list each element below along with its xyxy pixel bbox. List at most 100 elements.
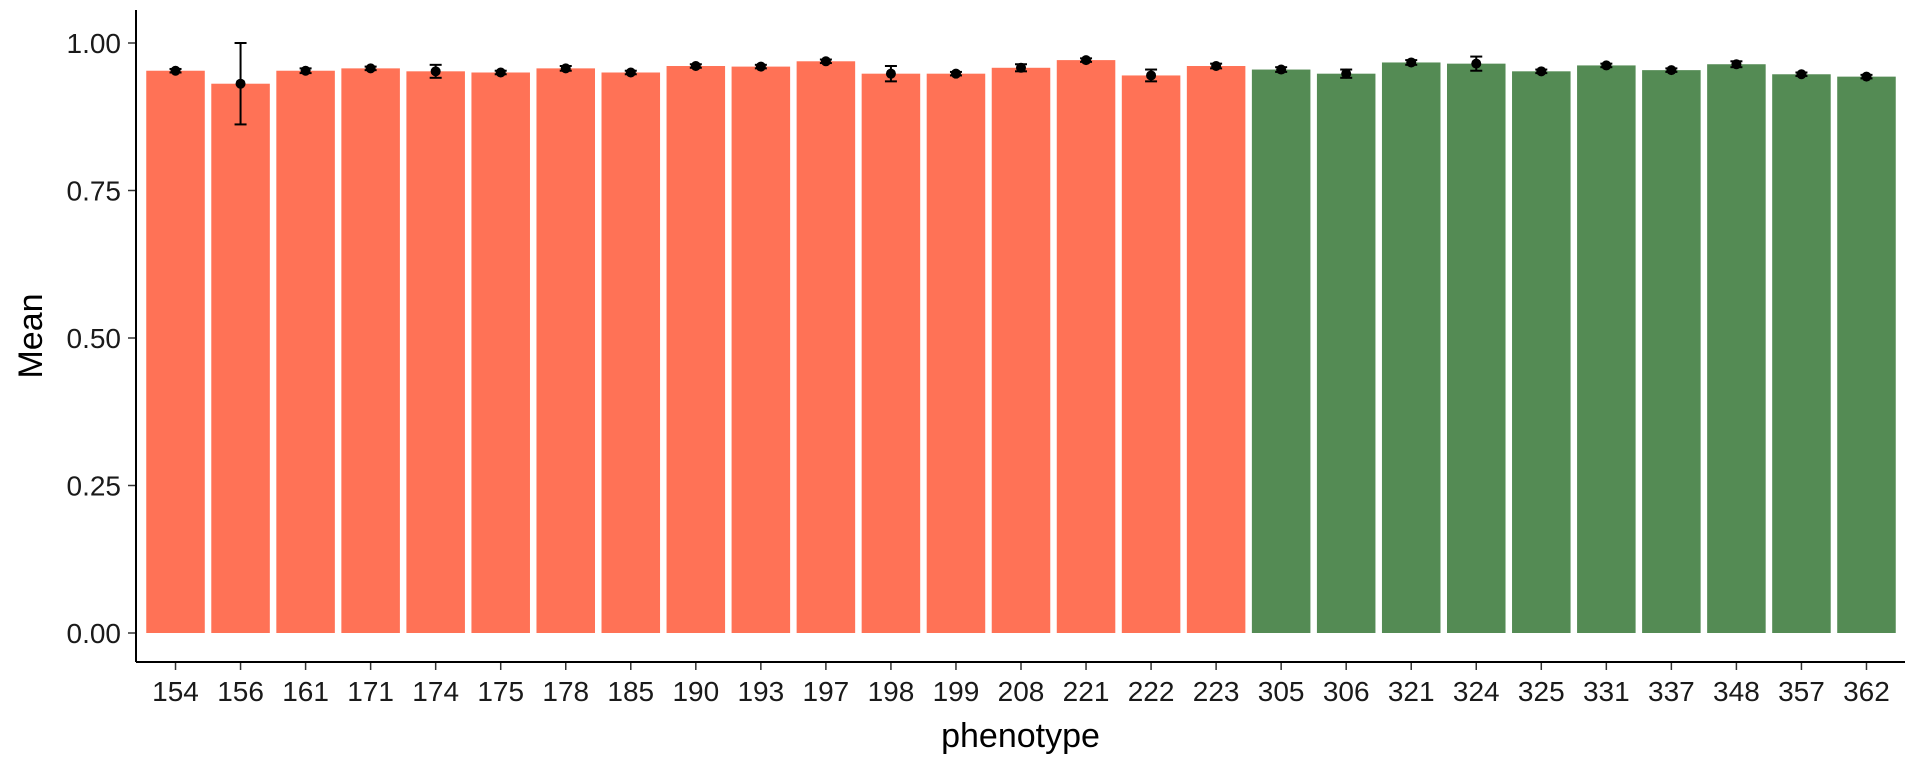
mean-point-199	[950, 68, 961, 79]
y-tick-label-0.50: 0.50	[67, 323, 122, 354]
error-bar-306	[1340, 68, 1353, 79]
error-bar-178	[559, 63, 572, 74]
x-tick-label-306: 306	[1323, 676, 1370, 707]
mean-point-223	[1211, 61, 1222, 72]
bar-321	[1381, 62, 1441, 634]
error-bar-208	[1015, 62, 1027, 73]
bar-306	[1316, 73, 1376, 634]
x-tick-label-174: 174	[412, 676, 459, 707]
error-bar-193	[754, 61, 767, 72]
error-bar-156	[234, 42, 247, 126]
x-tick-label-357: 357	[1778, 676, 1825, 707]
error-bar-223	[1210, 61, 1223, 72]
y-tick-label-0.00: 0.00	[67, 618, 122, 649]
x-tick-label-305: 305	[1258, 676, 1305, 707]
bar-197	[796, 61, 856, 634]
mean-point-221	[1081, 55, 1092, 66]
x-tick-label-193: 193	[737, 676, 784, 707]
bar-154	[146, 70, 205, 634]
x-tick-label-171: 171	[347, 676, 394, 707]
mean-point-197	[820, 56, 831, 67]
bar-337	[1642, 70, 1701, 633]
x-tick-label-362: 362	[1843, 676, 1890, 707]
bar-222	[1121, 75, 1181, 633]
bar-324	[1446, 63, 1506, 633]
mean-point-222	[1146, 70, 1157, 81]
mean-point-324	[1471, 58, 1482, 69]
x-axis-title: phenotype	[941, 717, 1100, 755]
bar-156	[211, 83, 270, 633]
mean-point-185	[625, 67, 636, 78]
mean-point-193	[755, 61, 766, 72]
x-tick-label-321: 321	[1388, 676, 1435, 707]
bar-362	[1837, 76, 1896, 633]
x-tick-label-178: 178	[542, 676, 589, 707]
x-tick-label-223: 223	[1193, 676, 1240, 707]
mean-point-331	[1601, 60, 1612, 71]
x-tick-label-221: 221	[1063, 676, 1110, 707]
mean-point-171	[365, 63, 376, 74]
bar-174	[406, 71, 465, 633]
bar-171	[341, 68, 400, 634]
error-bar-324	[1470, 55, 1483, 72]
y-axis-title: Mean	[12, 293, 50, 378]
bar-223	[1186, 66, 1246, 633]
mean-point-198	[885, 68, 896, 79]
bar-348	[1707, 64, 1766, 634]
mean-point-174	[430, 66, 441, 77]
mean-point-321	[1406, 57, 1417, 68]
x-tick-label-161: 161	[282, 676, 329, 707]
mean-point-208	[1016, 62, 1026, 73]
mean-point-348	[1731, 59, 1742, 70]
error-bar-331	[1600, 60, 1613, 71]
y-tick-label-1.00: 1.00	[67, 28, 122, 59]
bar-305	[1251, 69, 1311, 634]
y-tick-label-0.75: 0.75	[67, 176, 122, 207]
bar-208	[991, 67, 1051, 633]
mean-point-178	[560, 63, 571, 74]
bar-161	[276, 70, 335, 634]
error-bar-190	[689, 61, 702, 72]
error-bar-362	[1860, 71, 1873, 82]
x-tick-label-197: 197	[803, 676, 850, 707]
x-tick-label-199: 199	[933, 676, 980, 707]
mean-point-357	[1796, 69, 1807, 80]
error-bar-325	[1535, 66, 1548, 77]
mean-point-154	[170, 65, 181, 76]
bar-331	[1577, 65, 1636, 634]
mean-point-362	[1861, 71, 1872, 82]
error-bar-171	[364, 63, 377, 74]
error-bar-174	[429, 63, 442, 79]
bar-325	[1512, 71, 1571, 633]
x-tick-label-156: 156	[217, 676, 264, 707]
axes-layer	[128, 10, 1905, 670]
bar-185	[601, 72, 661, 633]
x-tick-label-185: 185	[607, 676, 654, 707]
error-bar-185	[624, 67, 637, 78]
x-tick-label-198: 198	[868, 676, 915, 707]
error-bar-337	[1665, 65, 1678, 76]
error-bar-305	[1275, 64, 1288, 75]
bar-193	[731, 66, 791, 634]
error-bar-197	[819, 56, 832, 67]
error-bar-321	[1405, 57, 1418, 68]
error-bar-199	[949, 68, 962, 79]
error-bar-161	[299, 65, 312, 76]
bar-190	[666, 66, 726, 633]
mean-point-325	[1536, 66, 1547, 77]
error-bar-175	[494, 67, 507, 78]
x-tick-label-348: 348	[1713, 676, 1760, 707]
x-tick-label-154: 154	[152, 676, 199, 707]
bar-357	[1772, 74, 1831, 633]
x-tick-label-331: 331	[1583, 676, 1630, 707]
bar-199	[926, 73, 986, 634]
error-bars-layer	[169, 42, 1873, 126]
mean-point-190	[690, 61, 701, 72]
error-bar-357	[1795, 69, 1808, 80]
bar-221	[1056, 60, 1116, 634]
mean-point-161	[300, 65, 311, 76]
mean-point-156	[235, 78, 246, 89]
x-tick-label-222: 222	[1128, 676, 1175, 707]
mean-point-306	[1341, 68, 1352, 79]
